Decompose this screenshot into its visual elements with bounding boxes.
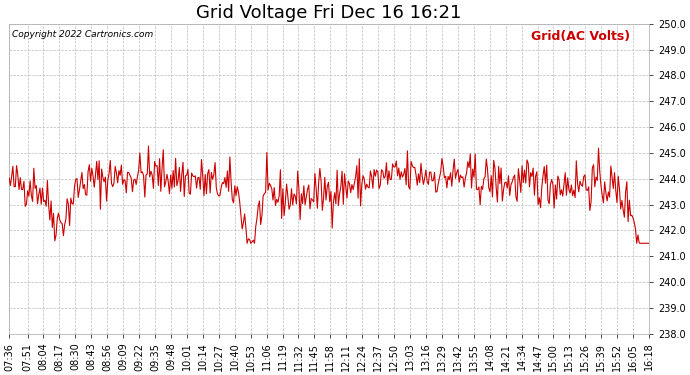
Title: Grid Voltage Fri Dec 16 16:21: Grid Voltage Fri Dec 16 16:21 bbox=[197, 4, 462, 22]
Text: Grid(AC Volts): Grid(AC Volts) bbox=[531, 30, 630, 43]
Text: Copyright 2022 Cartronics.com: Copyright 2022 Cartronics.com bbox=[12, 30, 154, 39]
